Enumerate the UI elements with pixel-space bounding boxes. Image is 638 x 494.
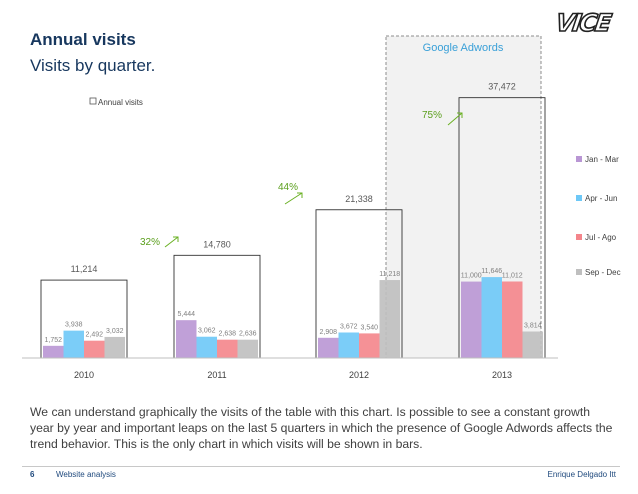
legend-annual-swatch bbox=[89, 97, 97, 105]
growth-label: 44% bbox=[278, 182, 298, 193]
bar bbox=[338, 332, 359, 358]
x-tick-label: 2010 bbox=[74, 370, 94, 380]
slide-subtitle: Visits by quarter. bbox=[30, 56, 156, 75]
bar bbox=[84, 340, 105, 358]
bar-value-label: 2,638 bbox=[218, 331, 236, 338]
bar bbox=[461, 281, 482, 358]
bar bbox=[502, 281, 523, 358]
bar-value-label: 3,938 bbox=[65, 322, 83, 329]
growth-arrow bbox=[284, 192, 303, 205]
slide-body-text: We can understand graphically the visits… bbox=[30, 405, 613, 451]
bar bbox=[237, 339, 258, 358]
bar-value-label: 3,672 bbox=[340, 323, 358, 330]
legend-swatch bbox=[576, 234, 582, 240]
growth-arrow-head bbox=[297, 192, 303, 198]
annual-total-label: 11,214 bbox=[71, 264, 98, 274]
growth-arrow-head bbox=[457, 112, 463, 118]
legend-swatch bbox=[576, 269, 582, 275]
author-name: Enrique Delgado Itt bbox=[547, 470, 617, 479]
section-name: Website analysis bbox=[56, 470, 116, 479]
bar bbox=[217, 339, 238, 358]
annual-total-label: 14,780 bbox=[203, 239, 231, 249]
slide-title: Annual visits bbox=[30, 30, 136, 49]
x-tick-label: 2013 bbox=[492, 370, 512, 380]
annual-total-label: 21,338 bbox=[345, 194, 373, 204]
bar bbox=[481, 277, 502, 358]
bar bbox=[43, 345, 64, 358]
growth-arrow bbox=[164, 236, 179, 248]
legend-annual-label: Annual visits bbox=[98, 98, 143, 107]
annual-visits-chart: Google Adwords 11,214 14,780 21,338 37,472 1,… bbox=[22, 35, 621, 380]
x-tick-label: 2011 bbox=[207, 370, 226, 380]
bar bbox=[359, 333, 380, 358]
bar-value-label: 1,752 bbox=[44, 337, 62, 344]
google-adwords-label: Google Adwords bbox=[423, 42, 504, 54]
legend-label: Jan - Mar bbox=[585, 155, 619, 164]
bar bbox=[379, 280, 400, 358]
bar-value-label: 11,646 bbox=[481, 268, 502, 275]
bar bbox=[318, 337, 339, 358]
bar-value-label: 3,032 bbox=[106, 328, 124, 335]
annual-total-label: 37,472 bbox=[488, 82, 516, 92]
bar bbox=[176, 320, 197, 358]
footer-divider bbox=[22, 466, 620, 467]
bar-value-label: 5,444 bbox=[177, 311, 195, 318]
growth-arrow bbox=[447, 112, 463, 126]
bar-value-label: 3,062 bbox=[198, 328, 216, 335]
page-number: 6 bbox=[30, 470, 35, 479]
bar bbox=[522, 331, 543, 358]
growth-arrow-head bbox=[173, 236, 179, 242]
bar bbox=[196, 336, 217, 358]
bar-value-label: 11,218 bbox=[379, 271, 400, 278]
bar bbox=[104, 336, 125, 358]
bar-value-label: 2,492 bbox=[85, 332, 103, 339]
bar bbox=[63, 330, 84, 358]
legend-swatch bbox=[576, 156, 582, 162]
legend-swatch bbox=[576, 195, 582, 201]
legend-label: Sep - Dec bbox=[585, 268, 621, 277]
bar-value-label: 11,012 bbox=[502, 272, 523, 279]
bar-value-label: 3,814 bbox=[524, 323, 542, 330]
bar-value-label: 3,540 bbox=[360, 324, 378, 331]
x-tick-label: 2012 bbox=[349, 370, 369, 380]
growth-label: 75% bbox=[422, 110, 442, 121]
bar-value-label: 11,000 bbox=[461, 273, 482, 280]
bar-value-label: 2,636 bbox=[239, 331, 257, 338]
bar-value-label: 2,908 bbox=[319, 329, 337, 336]
legend-label: Jul - Ago bbox=[585, 233, 617, 242]
legend-label: Apr - Jun bbox=[585, 194, 617, 203]
growth-label: 32% bbox=[140, 237, 160, 248]
